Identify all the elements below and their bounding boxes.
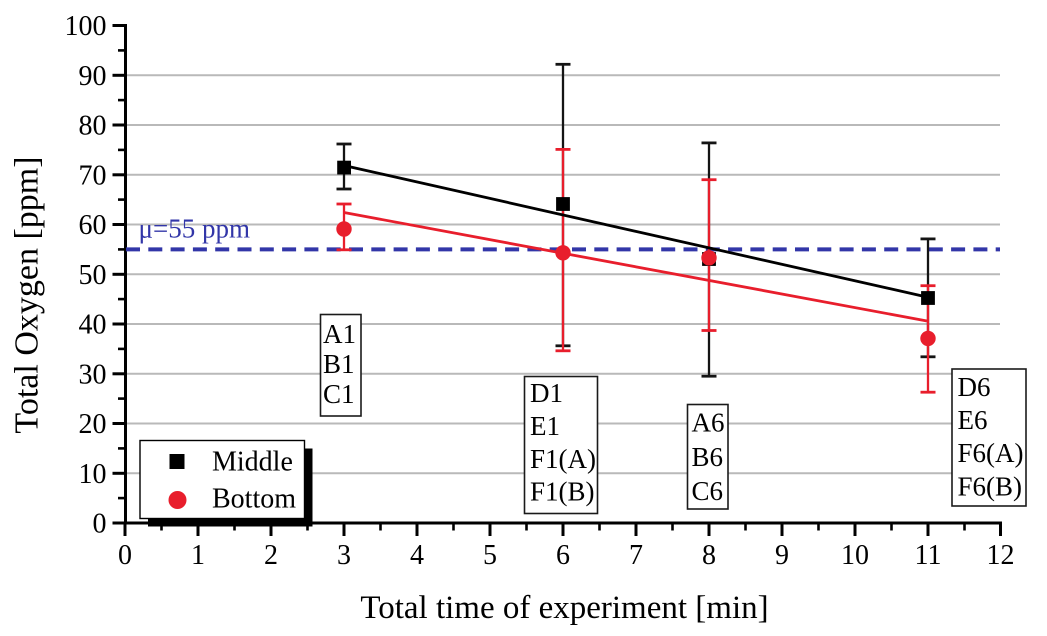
svg-text:5: 5 <box>483 540 497 571</box>
svg-text:8: 8 <box>702 540 716 571</box>
svg-text:Bottom: Bottom <box>212 484 296 515</box>
svg-text:80: 80 <box>79 111 107 142</box>
svg-text:4: 4 <box>410 540 424 571</box>
svg-text:100: 100 <box>65 11 107 42</box>
svg-text:10: 10 <box>79 459 107 490</box>
svg-text:20: 20 <box>79 409 107 440</box>
svg-text:6: 6 <box>556 540 570 571</box>
svg-text:2: 2 <box>264 540 278 571</box>
svg-text:40: 40 <box>79 310 107 341</box>
svg-text:A6: A6 <box>692 408 725 438</box>
svg-text:D6: D6 <box>958 372 991 402</box>
svg-text:50: 50 <box>79 260 107 291</box>
svg-text:10: 10 <box>841 540 869 571</box>
svg-text:11: 11 <box>915 540 942 571</box>
svg-text:70: 70 <box>79 160 107 191</box>
svg-text:B6: B6 <box>692 442 724 472</box>
svg-text:Total time of experiment [min]: Total time of experiment [min] <box>360 590 768 626</box>
svg-text:E6: E6 <box>958 405 988 435</box>
svg-text:μ=55 ppm: μ=55 ppm <box>139 214 250 244</box>
svg-text:B1: B1 <box>323 349 355 379</box>
svg-text:Total Oxygen [ppm]: Total Oxygen [ppm] <box>9 156 46 433</box>
svg-text:F1(B): F1(B) <box>530 477 595 507</box>
svg-text:E1: E1 <box>530 411 560 441</box>
svg-text:0: 0 <box>93 509 107 540</box>
svg-text:3: 3 <box>337 540 351 571</box>
svg-text:A1: A1 <box>323 319 356 349</box>
svg-text:60: 60 <box>79 210 107 241</box>
svg-text:30: 30 <box>79 359 107 390</box>
svg-text:C1: C1 <box>323 379 355 409</box>
svg-text:9: 9 <box>775 540 789 571</box>
svg-text:12: 12 <box>987 540 1015 571</box>
svg-text:D1: D1 <box>530 378 563 408</box>
svg-text:F6(B): F6(B) <box>958 472 1023 502</box>
svg-text:1: 1 <box>191 540 205 571</box>
svg-text:Middle: Middle <box>212 447 293 478</box>
svg-text:90: 90 <box>79 61 107 92</box>
svg-text:7: 7 <box>629 540 643 571</box>
svg-text:F1(A): F1(A) <box>530 444 596 474</box>
svg-text:F6(A): F6(A) <box>958 438 1024 468</box>
svg-text:0: 0 <box>118 540 132 571</box>
svg-text:C6: C6 <box>692 476 724 506</box>
